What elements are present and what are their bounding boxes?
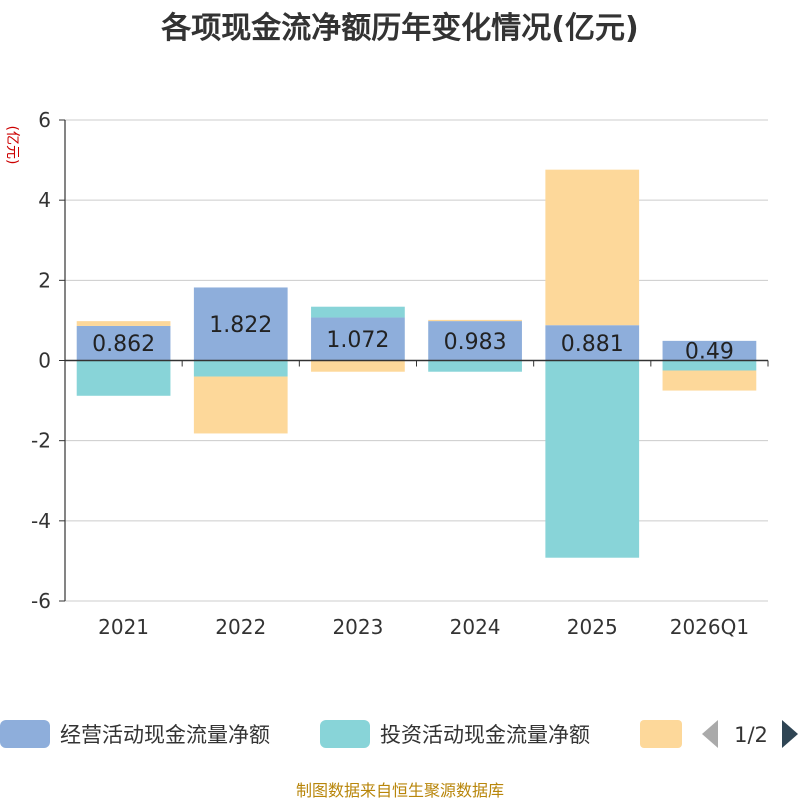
x-tick-label-2023: 2023 (332, 615, 383, 639)
bar-2026Q1-series-3 (662, 370, 757, 391)
bar-2024-series-1 (428, 321, 522, 361)
data-labels: 0.862 1.822 1.072 0.983 0.881 0.49 (92, 313, 734, 365)
bar-2023-series-1 (311, 317, 405, 361)
y-tick-label: 6 (38, 108, 51, 132)
y-tick-label: -6 (31, 589, 51, 613)
y-tick-label: 0 (38, 349, 51, 373)
bar-2024-series-2 (428, 360, 522, 372)
x-tick-label-2026Q1: 2026Q1 (670, 615, 749, 639)
legend-next-page-icon[interactable] (782, 720, 798, 748)
legend-label-investing[interactable]: 投资活动现金流量净额 (380, 723, 590, 747)
legend-page-indicator: 1/2 (734, 723, 768, 747)
data-label-2021: 0.862 (92, 332, 155, 357)
data-label-2024: 0.983 (444, 330, 507, 355)
data-label-2026Q1: 0.49 (685, 340, 734, 365)
bar-2022-series-3 (193, 376, 288, 434)
bar-2024-series-3 (428, 319, 522, 322)
y-tick-label: 2 (38, 268, 51, 292)
bar-2025-series-1 (545, 325, 640, 361)
y-tick-label: -2 (31, 429, 51, 453)
y-tick-label: -4 (31, 509, 51, 533)
bars (76, 169, 757, 558)
bar-2023-series-2 (311, 306, 405, 318)
bar-2021-series-2 (76, 360, 171, 396)
data-label-2022: 1.822 (209, 313, 272, 338)
legend-prev-page-icon[interactable] (702, 720, 718, 748)
y-axis-label: (亿元) (4, 126, 20, 165)
source-note: 制图数据来自恒生聚源数据库 (296, 781, 504, 800)
legend-swatch-third[interactable] (640, 720, 682, 748)
x-tick-label-2024: 2024 (450, 615, 501, 639)
bar-2023-series-3 (311, 360, 405, 372)
bar-2026Q1-series-1 (662, 340, 757, 361)
y-tick-label: 4 (38, 188, 51, 212)
legend-label-operating[interactable]: 经营活动现金流量净额 (60, 723, 270, 747)
chart-title: 各项现金流净额历年变化情况(亿元) (160, 11, 638, 46)
bar-2026Q1-series-2 (662, 360, 757, 371)
bar-2025-series-3 (545, 169, 640, 326)
grid (65, 119, 768, 602)
legend: 经营活动现金流量净额 投资活动现金流量净额 1/2 (0, 720, 798, 748)
data-label-2023: 1.072 (326, 328, 389, 353)
x-tick-label-2025: 2025 (567, 615, 618, 639)
bar-2025-series-2 (545, 360, 640, 558)
axes: -6 -4 -2 0 2 4 6 2021 2022 2023 2024 2025 2026Q1 (31, 108, 769, 639)
bar-2022-series-1 (193, 287, 288, 361)
x-tick-label-2022: 2022 (215, 615, 266, 639)
bar-2021-series-1 (76, 325, 171, 361)
data-label-2025: 0.881 (561, 332, 624, 357)
legend-swatch-investing[interactable] (320, 720, 370, 748)
x-tick-label-2021: 2021 (98, 615, 149, 639)
legend-swatch-operating[interactable] (0, 720, 50, 748)
bar-2021-series-3 (76, 321, 171, 326)
bar-2022-series-2 (193, 360, 288, 377)
